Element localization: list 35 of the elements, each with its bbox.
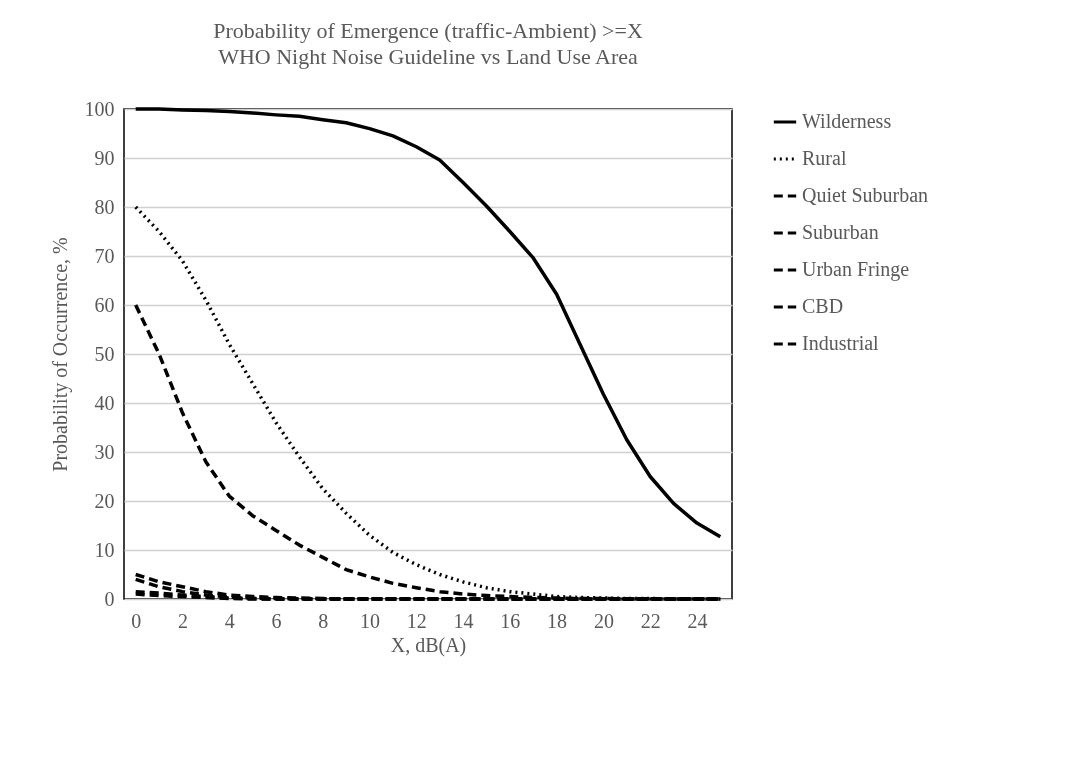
x-tick-label: 24	[687, 609, 708, 632]
x-tick-label: 10	[360, 609, 381, 632]
x-tick-label: 12	[406, 609, 427, 632]
y-tick-label: 90	[94, 146, 115, 169]
y-axis-title: Probability of Occurrence, %	[48, 237, 72, 472]
y-tick-label: 60	[94, 293, 115, 316]
y-tick-label: 50	[94, 342, 115, 365]
x-tick-label: 16	[500, 609, 521, 632]
x-tick-label: 22	[640, 609, 661, 632]
chart-title: Probability of Emergence (traffic-Ambient) >=X	[213, 18, 643, 43]
x-tick-label: 20	[593, 609, 614, 632]
legend-label: Suburban	[802, 221, 879, 243]
legend-label: CBD	[802, 295, 844, 317]
legend-label: Urban Fringe	[802, 258, 910, 281]
x-axis-title: X, dB(A)	[390, 633, 467, 657]
y-tick-label: 100	[84, 97, 115, 120]
y-tick-label: 0	[104, 587, 115, 610]
x-tick-label: 18	[547, 609, 568, 632]
y-tick-label: 30	[94, 440, 115, 463]
y-tick-label: 40	[94, 391, 115, 414]
x-tick-label: 0	[131, 609, 142, 632]
x-tick-label: 4	[224, 609, 235, 632]
x-tick-label: 14	[453, 609, 474, 632]
legend-label: Quiet Suburban	[802, 184, 929, 206]
legend-label: Rural	[802, 147, 847, 169]
y-tick-label: 70	[94, 244, 115, 267]
x-tick-label: 6	[271, 609, 282, 632]
legend-label: Wilderness	[802, 110, 892, 132]
x-tick-label: 2	[177, 609, 188, 632]
y-tick-label: 20	[94, 489, 115, 512]
y-tick-label: 80	[94, 195, 115, 218]
chart-subtitle: WHO Night Noise Guideline vs Land Use Area	[218, 44, 639, 69]
legend-label: Industrial	[802, 332, 880, 354]
x-tick-label: 8	[318, 609, 329, 632]
y-tick-label: 10	[94, 538, 115, 561]
